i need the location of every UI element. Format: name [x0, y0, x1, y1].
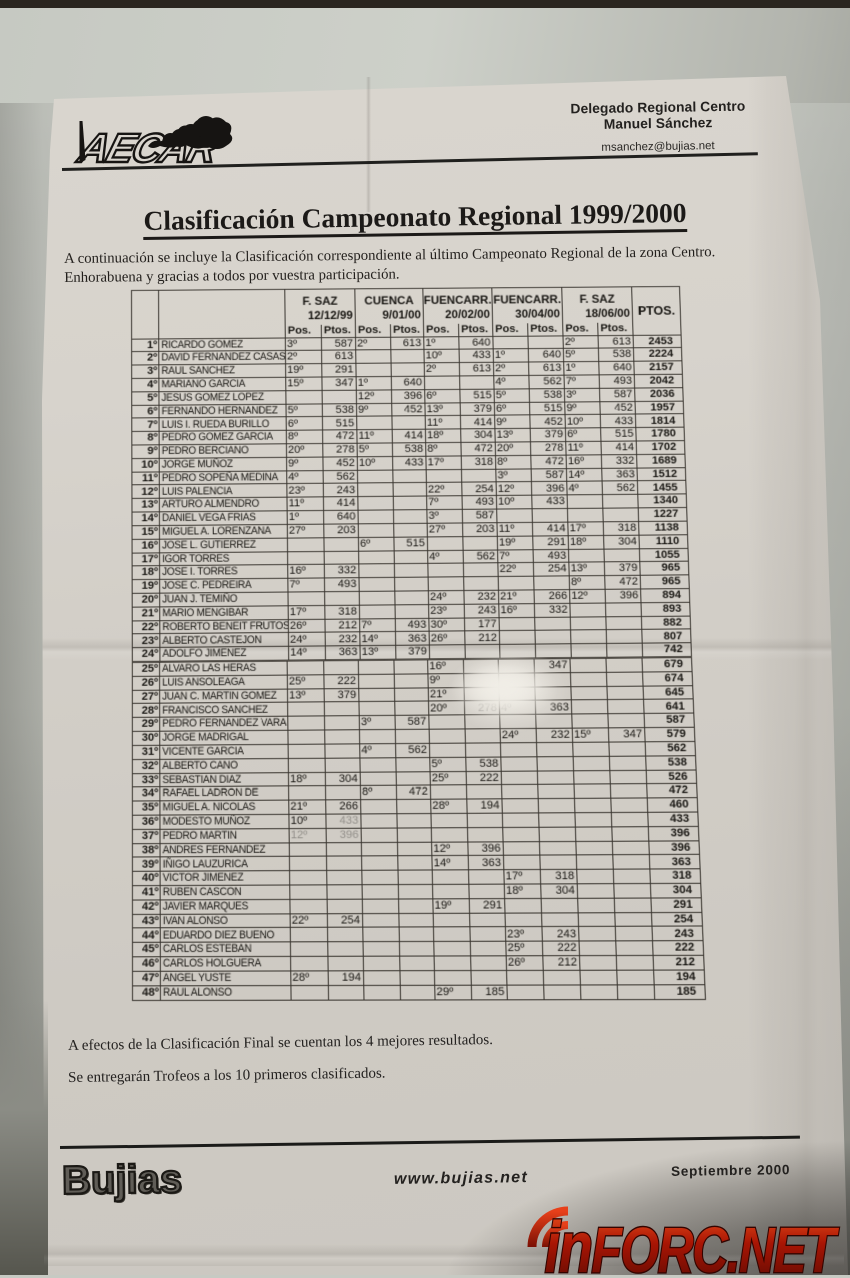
svg-text:inFORC.NET: inFORC.NET — [545, 1207, 840, 1278]
